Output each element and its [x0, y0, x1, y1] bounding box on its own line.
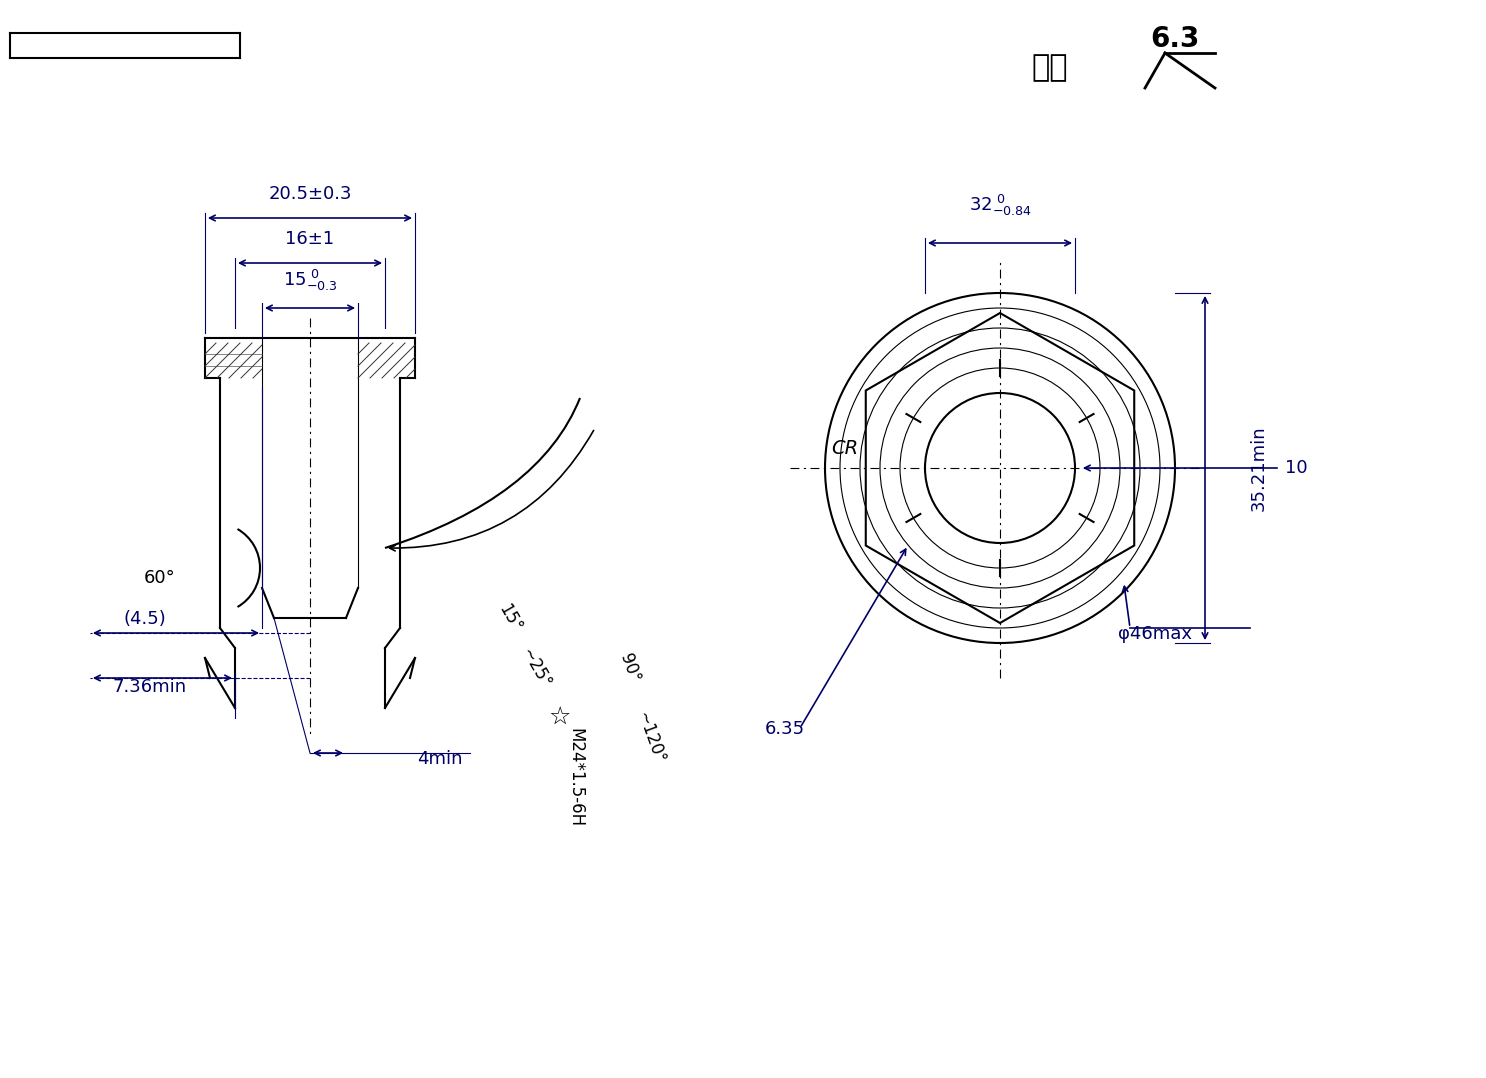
- Text: M24*1.5-6H: M24*1.5-6H: [566, 729, 584, 828]
- Text: ☆: ☆: [548, 706, 571, 730]
- Text: 其余: 其余: [1031, 54, 1068, 83]
- Text: ~25°: ~25°: [516, 645, 554, 691]
- Text: 35.21min: 35.21min: [1250, 425, 1268, 511]
- Text: 6.3: 6.3: [1150, 25, 1199, 53]
- Text: 15°: 15°: [495, 600, 525, 635]
- Text: 20.5±0.3: 20.5±0.3: [269, 185, 352, 203]
- Text: (4.5): (4.5): [123, 610, 166, 628]
- Text: 15$^{\ 0}_{-0.3}$: 15$^{\ 0}_{-0.3}$: [282, 268, 337, 293]
- Text: 7.36min: 7.36min: [113, 678, 187, 696]
- Text: 4min: 4min: [418, 750, 462, 768]
- Text: 32$^{\ 0}_{-0.84}$: 32$^{\ 0}_{-0.84}$: [969, 193, 1031, 218]
- Text: 10: 10: [1285, 459, 1308, 476]
- Text: 60°: 60°: [144, 569, 175, 588]
- Text: φ46max: φ46max: [1117, 625, 1192, 642]
- Text: ~120°: ~120°: [632, 709, 667, 766]
- Text: 6.35: 6.35: [765, 720, 805, 738]
- Text: CR: CR: [832, 439, 859, 457]
- Text: 90°: 90°: [617, 651, 643, 685]
- Text: 16±1: 16±1: [285, 230, 334, 248]
